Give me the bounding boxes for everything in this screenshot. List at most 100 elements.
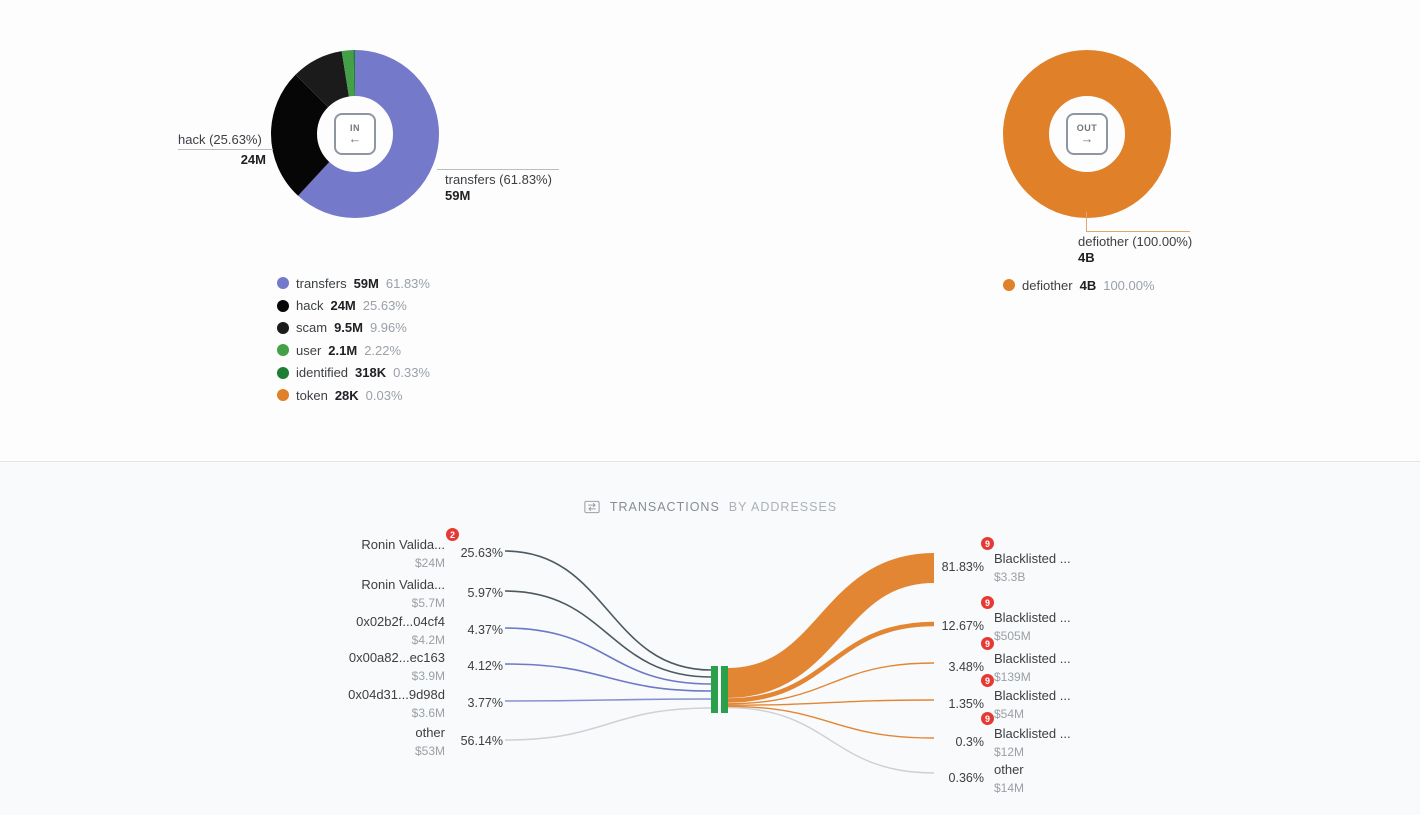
source-amount: $53M	[414, 744, 445, 758]
target-amount: $3.3B	[994, 570, 1026, 584]
sankey-source-row[interactable]: 0x04d31...9d98d $3.6M 3.77%	[285, 686, 503, 720]
incoming-legend: transfers 59M 61.83% hack 24M 25.63% sca…	[277, 272, 430, 406]
sankey-flow[interactable]	[504, 590, 712, 678]
target-percent: 12.67%	[941, 619, 984, 633]
sankey-center-node[interactable]	[721, 666, 728, 713]
legend-item-transfers[interactable]: transfers 59M 61.83%	[277, 272, 430, 294]
sankey-flow[interactable]	[726, 662, 935, 705]
target-percent: 0.3%	[955, 735, 985, 749]
target-amount: $139M	[994, 670, 1031, 684]
legend-value: 24M	[330, 298, 356, 314]
sankey-source-row[interactable]: other $53M 56.14%	[285, 724, 503, 758]
source-address: Ronin Valida...	[361, 537, 445, 552]
legend-color-dot	[277, 389, 289, 402]
target-percent: 81.83%	[941, 560, 984, 574]
target-percent: 3.48%	[948, 660, 984, 674]
source-address: Ronin Valida...	[361, 577, 445, 592]
callout-transfers-line	[437, 169, 559, 170]
legend-label: defiother	[1022, 277, 1073, 293]
sankey-center-node[interactable]	[711, 666, 718, 713]
outgoing-donut-chart[interactable]: OUT →	[1003, 50, 1171, 218]
incoming-icon-label: IN	[350, 123, 360, 133]
sankey-flow[interactable]	[726, 699, 935, 706]
source-address: other	[415, 725, 445, 740]
source-amount: $3.9M	[411, 669, 445, 683]
outgoing-donut-ring[interactable]	[1003, 50, 1171, 218]
sankey-target-row[interactable]: 0.3% 9 Blacklisted ... $12M	[936, 712, 1071, 759]
legend-percent: 25.63%	[362, 298, 407, 314]
alert-badge: 9	[981, 674, 994, 687]
legend-percent: 0.03%	[365, 387, 403, 403]
sankey-source-row[interactable]: Ronin Valida... $5.7M 5.97%	[285, 576, 503, 610]
legend-color-dot	[277, 277, 289, 290]
callout-defiother-vline	[1086, 212, 1087, 231]
sankey-flow[interactable]	[504, 663, 712, 692]
legend-item-identified[interactable]: identified 318K 0.33%	[277, 362, 430, 384]
callout-defiother-value: 4B	[1078, 250, 1095, 265]
legend-item-defiother[interactable]: defiother 4B 100.00%	[1003, 274, 1155, 296]
legend-item-token[interactable]: token 28K 0.03%	[277, 384, 430, 406]
legend-item-user[interactable]: user 2.1M 2.22%	[277, 339, 430, 361]
arrow-right-icon: →	[1080, 131, 1094, 146]
legend-value: 318K	[355, 365, 387, 381]
callout-defiother-label: defiother (100.00%)	[1078, 234, 1193, 249]
alert-badge: 9	[981, 712, 994, 725]
legend-label: identified	[296, 365, 349, 381]
sankey-flow[interactable]	[504, 550, 712, 671]
sankey-target-row[interactable]: 81.83% 9 Blacklisted ... $3.3B	[936, 537, 1071, 584]
legend-value: 4B	[1079, 277, 1097, 293]
legend-color-dot	[277, 321, 289, 334]
donut-segment-hack[interactable]	[271, 50, 439, 218]
source-percent: 5.97%	[467, 586, 503, 600]
sankey-target-row[interactable]: 12.67% 9 Blacklisted ... $505M	[936, 596, 1071, 643]
sankey-section	[0, 461, 1420, 815]
arrow-left-icon: ←	[348, 131, 362, 146]
sankey-target-row[interactable]: 3.48% 9 Blacklisted ... $139M	[936, 637, 1071, 684]
callout-defiother-hline	[1086, 231, 1190, 232]
legend-item-hack[interactable]: hack 24M 25.63%	[277, 294, 430, 316]
legend-percent: 61.83%	[385, 275, 430, 291]
source-percent: 3.77%	[467, 696, 503, 710]
donut-segment-defiother[interactable]	[1003, 50, 1171, 218]
legend-color-dot	[277, 344, 289, 357]
target-amount: $14M	[994, 781, 1025, 795]
incoming-donut-ring[interactable]	[271, 50, 439, 218]
outgoing-legend: defiother 4B 100.00%	[1003, 274, 1155, 296]
source-amount: $24M	[414, 556, 445, 570]
sankey-target-row[interactable]: 1.35% 9 Blacklisted ... $54M	[936, 674, 1071, 721]
sankey-flow[interactable]	[726, 705, 935, 739]
sankey-source-row[interactable]: 0x02b2f...04cf4 $4.2M 4.37%	[285, 613, 503, 647]
legend-label: transfers	[296, 275, 347, 291]
legend-percent: 0.33%	[393, 365, 430, 381]
legend-percent: 100.00%	[1103, 277, 1155, 293]
legend-item-scam[interactable]: scam 9.5M 9.96%	[277, 317, 430, 339]
sankey-title-secondary: BY ADDRESSES	[728, 500, 838, 514]
incoming-icon: IN ←	[334, 113, 376, 155]
sankey-flow[interactable]	[504, 698, 712, 702]
sankey-flow[interactable]	[726, 621, 935, 703]
callout-hack-label: hack (25.63%)	[178, 132, 262, 147]
incoming-donut-chart[interactable]: IN ←	[271, 50, 439, 218]
sankey-source-row[interactable]: 0x00a82...ec163 $3.9M 4.12%	[285, 649, 503, 683]
legend-label: scam	[296, 320, 328, 336]
donut-segment-identified[interactable]	[271, 50, 439, 218]
target-amount: $505M	[994, 629, 1031, 643]
sankey-source-row[interactable]: Ronin Valida... 2 $24M 25.63%	[285, 528, 503, 570]
target-address: Blacklisted ...	[994, 551, 1071, 566]
legend-value: 59M	[353, 275, 379, 291]
sankey-flow[interactable]	[504, 707, 712, 741]
sankey-title-primary: TRANSACTIONS	[609, 500, 720, 514]
alert-badge: 9	[981, 596, 994, 609]
sankey-flow[interactable]	[726, 552, 935, 699]
alert-badge: 9	[981, 637, 994, 650]
sankey-flow[interactable]	[726, 706, 935, 774]
alert-badge: 2	[446, 528, 459, 541]
sankey-flow[interactable]	[504, 627, 712, 685]
legend-value: 2.1M	[328, 342, 358, 358]
legend-percent: 2.22%	[364, 342, 402, 358]
target-amount: $54M	[994, 707, 1025, 721]
target-address: Blacklisted ...	[994, 610, 1071, 625]
sankey-target-row[interactable]: 0.36% other $14M	[936, 761, 1024, 795]
source-amount: $4.2M	[411, 633, 445, 647]
